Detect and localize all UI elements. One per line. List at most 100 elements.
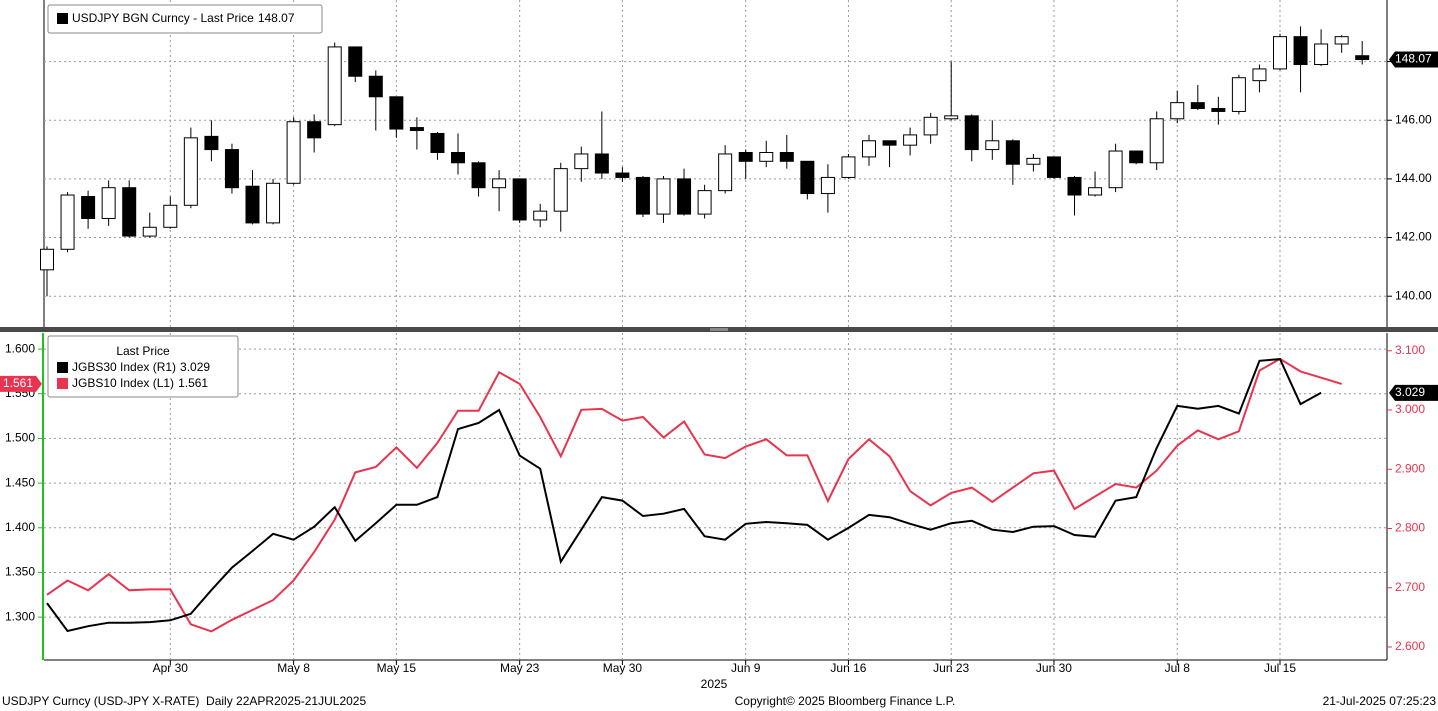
candle-body: [389, 96, 404, 130]
candle-body: [553, 168, 568, 212]
candle-body: [183, 137, 198, 206]
candle-body: [1005, 140, 1020, 165]
y2-tick-label: 3.000: [1395, 402, 1425, 416]
candle-body: [759, 152, 774, 162]
series-line: [46, 357, 1342, 633]
top-legend-text: USDJPY BGN Curncy - Last Price 148.07: [72, 11, 295, 25]
x-tick-label: Jun 9: [731, 661, 761, 675]
x-tick-label: Jul 8: [1165, 661, 1191, 675]
candle-body: [1355, 55, 1370, 61]
candle-body: [1231, 77, 1246, 112]
candle-body: [81, 195, 96, 219]
y2-tick-label: 2.900: [1395, 461, 1425, 475]
last-value-label: 1.561: [3, 376, 33, 390]
candle-body: [348, 46, 363, 77]
legend-value: 1.561: [178, 376, 208, 390]
last-value-label: 3.029: [1395, 385, 1425, 399]
legend-swatch-black: [57, 362, 68, 373]
candle-body: [409, 127, 424, 132]
candle-body: [1108, 150, 1123, 189]
candle-body: [204, 135, 219, 151]
legend-name: JGBS30 Index (R1): [72, 360, 176, 374]
candle-body: [1273, 36, 1287, 70]
candle-body: [471, 162, 486, 189]
candle-body: [60, 194, 75, 250]
candle-body: [1190, 102, 1205, 110]
candle-body: [1046, 156, 1061, 178]
y-tick-label: 1.400: [5, 520, 35, 534]
bottom-legend-box: [47, 335, 239, 398]
candle-body: [841, 156, 856, 178]
candle-body: [820, 176, 835, 195]
top-legend-box: [47, 4, 323, 34]
y-tick-label: 146.00: [1395, 112, 1432, 126]
legend-value: 3.029: [180, 360, 210, 374]
candle-body: [40, 248, 54, 271]
candle-body: [451, 152, 465, 164]
candle-body: [1211, 108, 1226, 112]
candle-body: [1252, 68, 1267, 82]
y-tick-label: 1.300: [5, 609, 35, 623]
candle-body: [245, 185, 260, 224]
x-year-label: 2025: [701, 677, 728, 691]
candle-body: [1170, 102, 1185, 120]
candle-body: [101, 187, 116, 219]
plot-layer: 140.00142.00144.00146.00148.00148.071.30…: [0, 0, 1438, 675]
last-price-label: 148.07: [1395, 52, 1432, 66]
candle-body: [512, 178, 527, 221]
x-tick-label: Jun 30: [1036, 661, 1072, 675]
candle-body: [718, 153, 733, 192]
candle-body: [738, 152, 753, 162]
footer-center: Copyright© 2025 Bloomberg Finance L.P.: [735, 694, 956, 708]
legend-entry: JGBS30 Index (R1) 3.029: [72, 360, 210, 374]
candle-body: [923, 116, 938, 136]
last-value-tag: [1389, 384, 1438, 401]
candle-body: [1334, 36, 1349, 45]
candle-body: [1129, 150, 1144, 164]
top-legend-swatch: [57, 13, 68, 24]
candle-body: [635, 176, 650, 215]
candle-body: [677, 178, 692, 215]
x-tick-label: May 23: [500, 661, 540, 675]
candle-body: [163, 204, 178, 228]
legend-value: 148.07: [258, 11, 295, 25]
footer-left: USDJPY Curncy (USD-JPY X-RATE) Daily 22A…: [2, 694, 366, 708]
legend-name: USDJPY BGN Curncy - Last Price: [72, 11, 254, 25]
legend-title: Last Price: [116, 344, 170, 358]
candle-body: [327, 46, 342, 126]
candle-body: [430, 132, 445, 154]
x-tick-label: Apr 30: [153, 661, 189, 675]
candle-body: [964, 115, 979, 151]
candle-body: [1026, 157, 1041, 165]
legend-entry: JGBS10 Index (L1) 1.561: [72, 376, 208, 390]
candle-body: [368, 75, 383, 98]
candle-body: [266, 182, 281, 224]
candle-body: [224, 149, 239, 189]
y-tick-label: 1.350: [5, 565, 35, 579]
y-tick-label: 1.450: [5, 475, 35, 489]
y-tick-label: 1.600: [5, 341, 35, 355]
candle-body: [1314, 43, 1329, 66]
candle-body: [122, 187, 137, 237]
candle-body: [656, 178, 671, 215]
y-tick-label: 1.500: [5, 431, 35, 445]
x-tick-label: Jun 16: [830, 661, 866, 675]
candle-body: [574, 153, 589, 170]
candle-body: [779, 152, 794, 162]
legend-swatch-red: [57, 378, 68, 389]
last-price-tag: [1389, 51, 1438, 68]
x-tick-label: May 30: [603, 661, 643, 675]
legend-name: JGBS10 Index (L1): [72, 376, 174, 390]
x-tick-label: Jun 23: [933, 661, 969, 675]
x-tick-label: Jul 15: [1264, 661, 1296, 675]
candle-body: [944, 115, 959, 120]
separator-handle: [710, 328, 728, 331]
candle-body: [594, 153, 609, 174]
candle-body: [697, 190, 712, 215]
candle-body: [985, 140, 1000, 151]
candle-body: [492, 178, 507, 189]
y2-tick-label: 2.600: [1395, 639, 1425, 653]
y-tick-label: 140.00: [1395, 288, 1432, 302]
